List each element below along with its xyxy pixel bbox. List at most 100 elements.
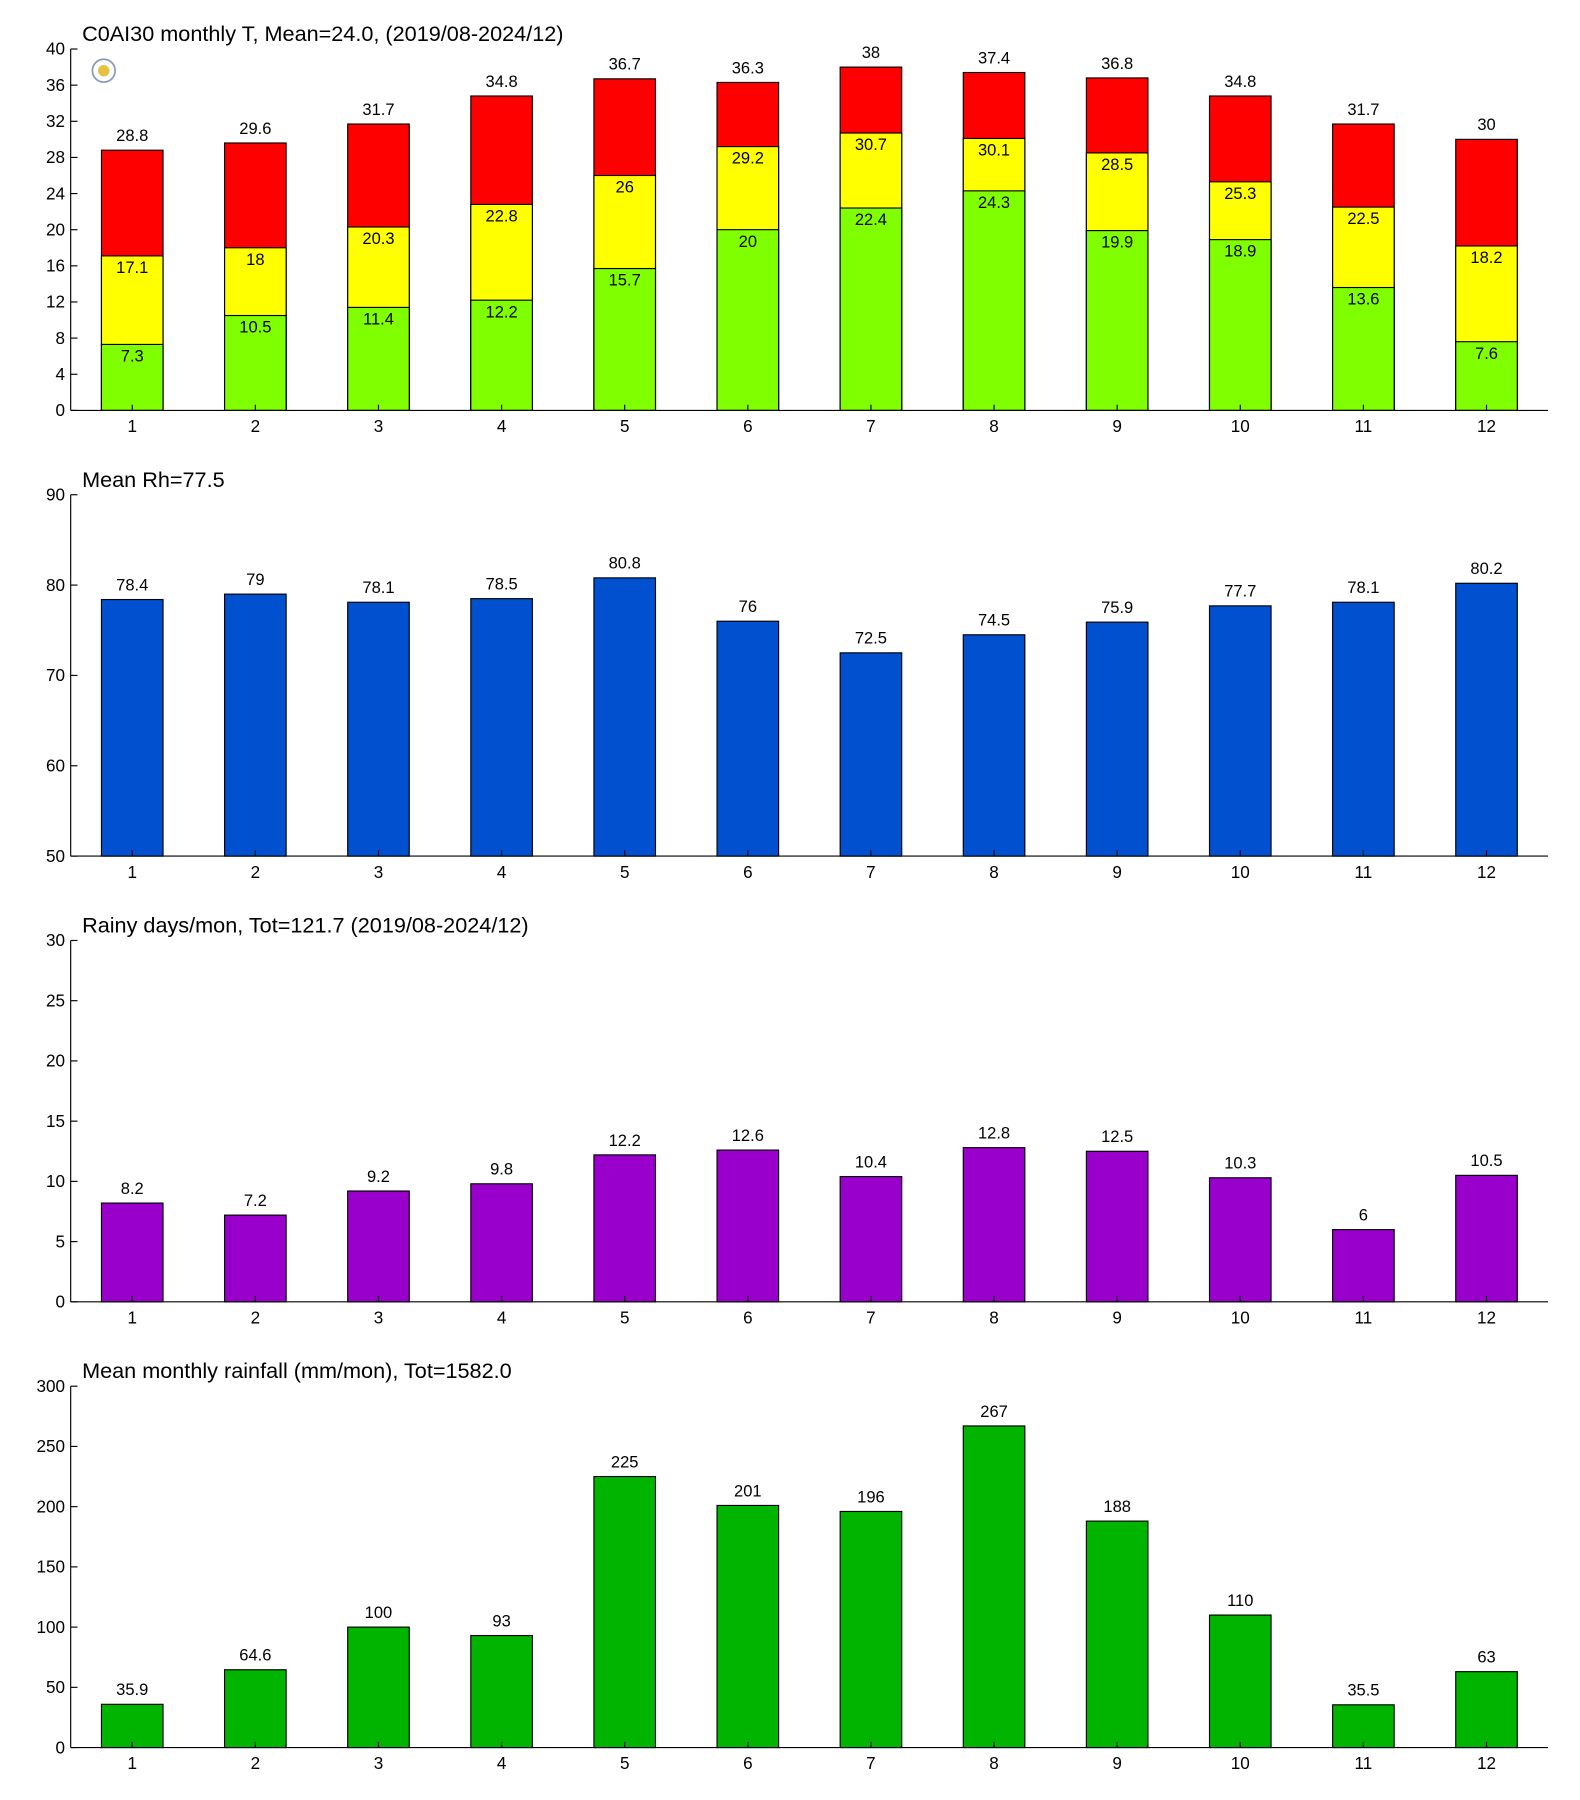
- bar: [1085, 1150, 1149, 1303]
- value-label: 64.6: [239, 1646, 271, 1665]
- value-label: 74.5: [978, 611, 1010, 630]
- value-label: 10.3: [1224, 1154, 1256, 1173]
- x-tick-label: 1: [127, 1754, 137, 1773]
- value-label: 15.7: [609, 271, 641, 290]
- value-label: 78.1: [1347, 578, 1379, 597]
- value-label: 6: [1359, 1205, 1368, 1224]
- bar: [593, 577, 657, 857]
- y-tick-label: 15: [46, 1112, 65, 1131]
- value-label: 34.8: [486, 72, 518, 91]
- bar: [839, 652, 903, 857]
- y-tick-label: 25: [46, 991, 65, 1010]
- x-tick-label: 10: [1231, 1308, 1250, 1327]
- value-label: 110: [1227, 1591, 1253, 1610]
- value-label: 18.9: [1224, 242, 1256, 261]
- bar: [1085, 230, 1149, 411]
- value-label: 25.3: [1224, 184, 1256, 203]
- bar: [1332, 601, 1395, 857]
- bar: [1085, 621, 1149, 857]
- value-label: 31.7: [362, 100, 394, 119]
- x-tick-label: 8: [989, 417, 999, 436]
- y-tick-label: 10: [46, 1172, 65, 1191]
- value-label: 20: [739, 232, 757, 251]
- bar: [716, 229, 780, 411]
- y-tick-label: 50: [46, 847, 65, 866]
- value-label: 7.3: [121, 347, 144, 366]
- value-label: 12.5: [1101, 1127, 1133, 1146]
- x-tick-label: 3: [374, 1754, 384, 1773]
- x-tick-label: 7: [866, 1308, 876, 1327]
- bar: [839, 1175, 903, 1303]
- value-label: 10.5: [1470, 1151, 1502, 1170]
- value-label: 12.2: [486, 302, 518, 321]
- x-tick-label: 6: [743, 863, 753, 882]
- value-label: 63: [1477, 1648, 1495, 1667]
- value-label: 13.6: [1347, 290, 1379, 309]
- x-tick-label: 5: [620, 863, 630, 882]
- bar: [962, 1425, 1026, 1749]
- bar: [224, 593, 287, 857]
- x-tick-label: 6: [743, 1308, 753, 1327]
- bar: [593, 1154, 657, 1303]
- y-tick-label: 8: [55, 329, 64, 348]
- value-label: 77.7: [1224, 582, 1256, 601]
- x-tick-label: 3: [374, 417, 384, 436]
- value-label: 9.2: [367, 1167, 390, 1186]
- x-tick-label: 11: [1355, 1308, 1373, 1327]
- value-label: 18: [246, 250, 264, 269]
- bar: [962, 634, 1026, 857]
- bar: [100, 343, 164, 411]
- value-label: 35.5: [1347, 1681, 1379, 1700]
- x-tick-label: 5: [620, 417, 630, 436]
- value-label: 22.5: [1347, 209, 1379, 228]
- bar: [100, 1202, 164, 1303]
- value-label: 100: [365, 1603, 393, 1622]
- x-tick-label: 6: [743, 1754, 753, 1773]
- bar: [716, 1504, 780, 1749]
- bar: [1455, 1174, 1518, 1303]
- value-label: 12.2: [609, 1131, 641, 1150]
- chart-title: Rainy days/mon, Tot=121.7 (2019/08-2024/…: [82, 912, 529, 937]
- x-tick-label: 6: [743, 417, 753, 436]
- y-tick-label: 16: [46, 257, 65, 276]
- x-tick-label: 12: [1477, 863, 1496, 882]
- y-tick-label: 60: [46, 756, 65, 775]
- x-tick-label: 2: [251, 863, 261, 882]
- bar: [347, 1626, 410, 1749]
- bar: [100, 1703, 164, 1749]
- value-label: 80.8: [609, 554, 641, 573]
- value-label: 38: [862, 43, 880, 62]
- y-tick-label: 5: [55, 1232, 64, 1251]
- y-tick-label: 0: [55, 401, 64, 420]
- value-label: 7.2: [244, 1191, 267, 1210]
- x-tick-label: 3: [374, 1308, 384, 1327]
- y-tick-label: 32: [46, 112, 65, 131]
- value-label: 78.4: [116, 575, 148, 594]
- bar: [470, 299, 533, 411]
- x-tick-label: 8: [989, 863, 999, 882]
- bar: [1085, 1520, 1149, 1749]
- y-tick-label: 36: [46, 76, 65, 95]
- x-tick-label: 12: [1477, 1754, 1496, 1773]
- value-label: 28.5: [1101, 155, 1133, 174]
- bar: [100, 598, 164, 857]
- value-label: 9.8: [490, 1160, 513, 1179]
- value-label: 72.5: [855, 629, 887, 648]
- x-tick-label: 7: [866, 417, 876, 436]
- value-label: 11.4: [363, 309, 394, 328]
- value-label: 22.4: [855, 210, 887, 229]
- y-tick-label: 80: [46, 576, 65, 595]
- x-tick-label: 2: [251, 1754, 261, 1773]
- bar: [716, 1149, 780, 1303]
- bar: [1332, 1228, 1395, 1303]
- value-label: 19.9: [1101, 233, 1133, 252]
- x-tick-label: 11: [1355, 1754, 1373, 1773]
- bar: [347, 306, 410, 411]
- value-label: 79: [246, 570, 264, 589]
- bar: [347, 601, 410, 857]
- x-tick-label: 7: [866, 863, 876, 882]
- y-tick-label: 70: [46, 666, 65, 685]
- value-label: 10.5: [239, 318, 271, 337]
- chart-title: C0AI30 monthly T, Mean=24.0, (2019/08-20…: [82, 21, 563, 46]
